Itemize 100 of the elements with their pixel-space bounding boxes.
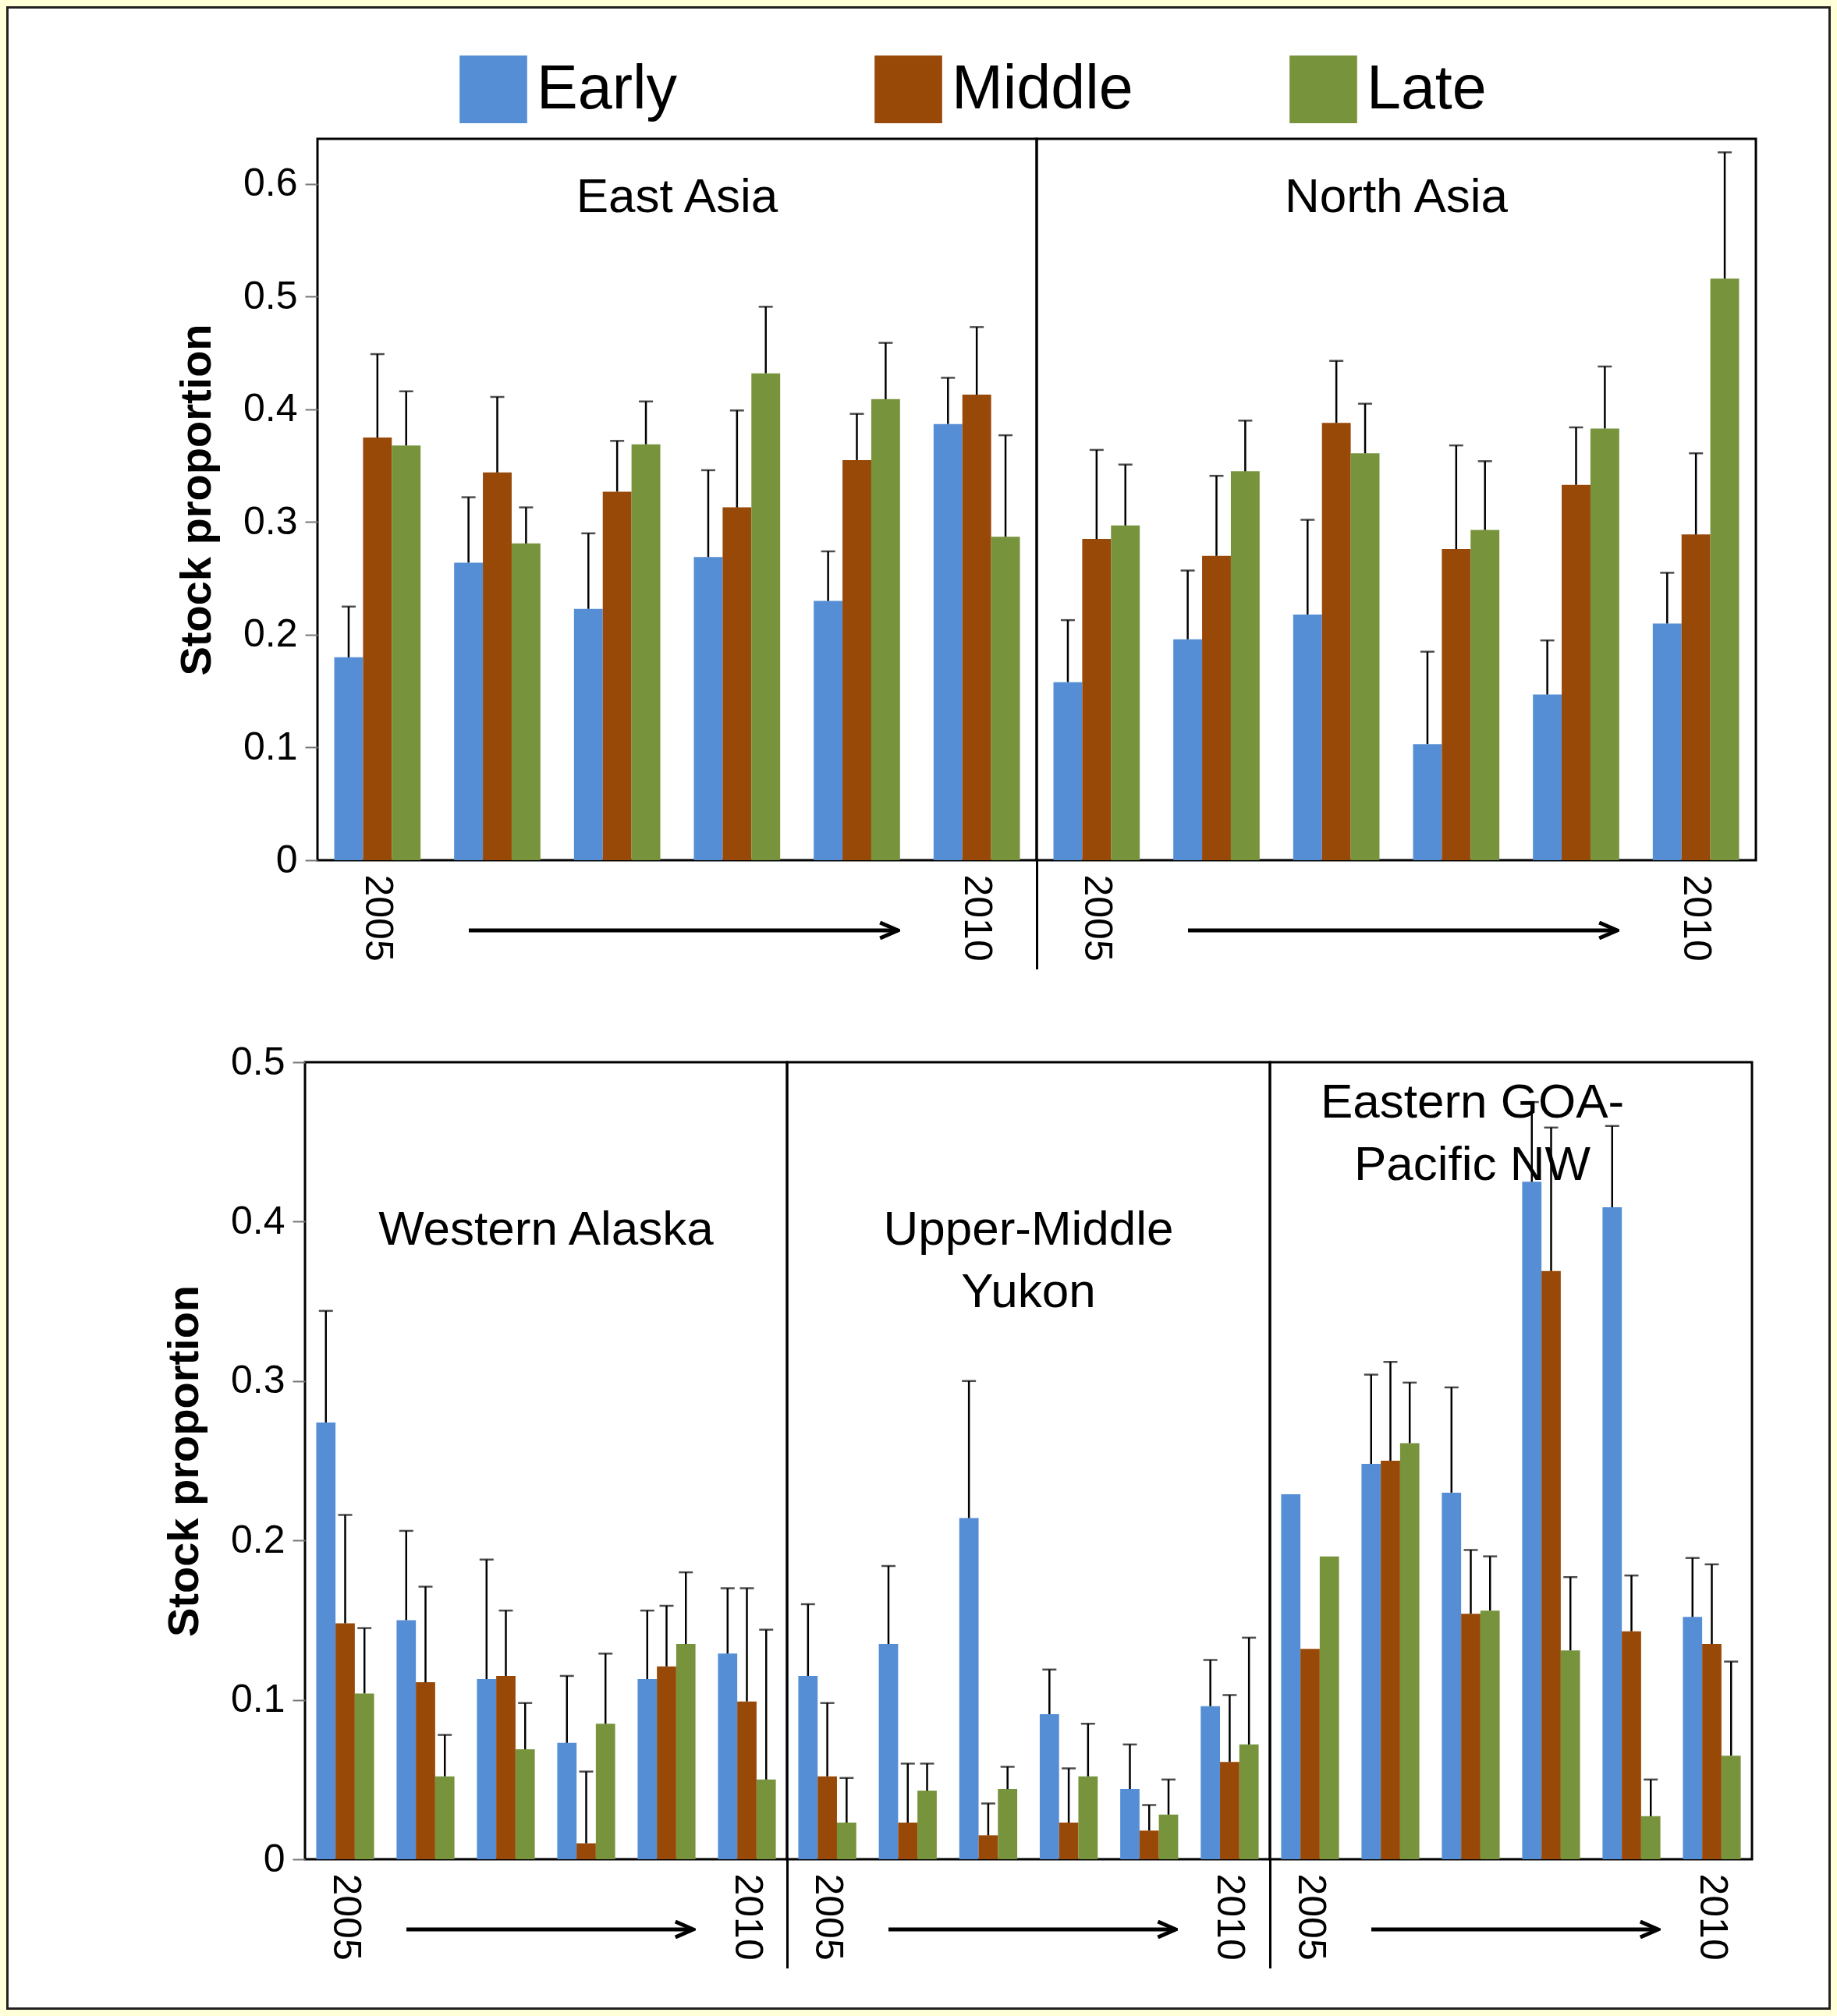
x-tick-label: 2010 <box>726 1873 771 1961</box>
bar <box>1652 623 1682 860</box>
bar <box>991 537 1020 860</box>
bar <box>842 459 871 860</box>
bar <box>363 438 392 860</box>
x-tick-label: 2005 <box>324 1873 369 1961</box>
bar <box>798 1675 818 1859</box>
bar <box>1683 1617 1703 1859</box>
bar <box>1350 453 1380 860</box>
y-tick-label: 0.4 <box>230 1198 285 1242</box>
bar <box>1173 639 1203 860</box>
y-tick-label: 0.3 <box>230 1358 285 1402</box>
x-tick-label: 2010 <box>956 874 1001 962</box>
bar <box>1281 1493 1301 1859</box>
y-tick-label: 0.1 <box>230 1677 285 1721</box>
bar <box>454 562 484 860</box>
bar <box>416 1682 435 1859</box>
bar <box>1158 1814 1179 1859</box>
bar <box>396 1620 417 1859</box>
bar <box>959 1518 979 1859</box>
bar <box>1470 530 1500 860</box>
bar <box>1702 1644 1722 1859</box>
bar <box>557 1742 577 1859</box>
bar <box>1200 1706 1221 1859</box>
bar <box>1681 534 1711 860</box>
bar <box>1560 1650 1580 1859</box>
bar <box>1480 1610 1500 1859</box>
bar <box>602 491 632 860</box>
bar <box>998 1789 1018 1859</box>
bar <box>1533 694 1562 860</box>
legend-label: Late <box>1367 51 1487 122</box>
y-tick-label: 0.2 <box>243 611 298 656</box>
bar <box>1710 278 1739 860</box>
bar <box>898 1822 918 1859</box>
bar <box>434 1776 455 1859</box>
bar <box>871 399 900 860</box>
bar <box>722 507 752 860</box>
bar <box>1442 549 1471 860</box>
bar <box>354 1693 374 1859</box>
x-tick-label: 2005 <box>807 1873 851 1961</box>
y-axis-title: Stock proportion <box>170 324 220 676</box>
bar <box>1078 1776 1098 1859</box>
bar <box>1059 1822 1079 1859</box>
x-tick-label: 2005 <box>356 874 401 962</box>
bar <box>1139 1830 1159 1859</box>
x-tick-label: 2005 <box>1076 874 1120 962</box>
bar <box>573 608 603 860</box>
bar <box>1321 423 1351 860</box>
bar <box>576 1843 596 1859</box>
y-tick-label: 0.4 <box>243 386 298 430</box>
text: East Asia <box>576 168 778 222</box>
bar <box>1111 525 1140 860</box>
bar <box>496 1675 516 1859</box>
bar <box>1522 1182 1542 1859</box>
y-tick-label: 0.2 <box>230 1517 285 1561</box>
bar <box>1461 1614 1481 1859</box>
bar <box>515 1748 535 1859</box>
bar <box>693 557 723 860</box>
bar <box>676 1644 696 1859</box>
bar <box>477 1679 497 1859</box>
bar <box>1230 471 1260 860</box>
bar <box>1239 1744 1259 1859</box>
bar <box>1039 1714 1059 1859</box>
bar <box>718 1653 738 1859</box>
y-tick-label: 0.3 <box>243 498 298 543</box>
bar <box>1381 1461 1400 1859</box>
bar <box>1202 555 1231 860</box>
y-tick-label: 0 <box>275 837 298 881</box>
bar <box>1220 1762 1239 1859</box>
bar <box>1562 484 1591 860</box>
bar <box>1082 539 1112 860</box>
bar <box>751 373 781 860</box>
bar <box>1640 1816 1661 1859</box>
x-tick-label: 2010 <box>1209 1873 1254 1961</box>
bar <box>637 1679 658 1859</box>
bar <box>631 444 661 860</box>
bar <box>1300 1649 1320 1859</box>
bar <box>933 423 963 860</box>
y-tick-label: 0 <box>263 1836 285 1880</box>
bar <box>737 1701 757 1859</box>
text: Western Alaska <box>378 1201 715 1255</box>
bar <box>1053 682 1083 860</box>
bar <box>817 1776 837 1859</box>
bar <box>1413 744 1442 860</box>
text: North Asia <box>1284 168 1509 222</box>
y-tick-label: 0.1 <box>243 724 298 768</box>
bar <box>1399 1443 1420 1859</box>
bar <box>978 1835 998 1859</box>
bar <box>334 657 363 860</box>
bar <box>1721 1756 1741 1859</box>
bar <box>917 1791 937 1859</box>
bar <box>335 1623 355 1859</box>
y-tick-label: 0.5 <box>243 273 298 317</box>
y-tick-label: 0.5 <box>230 1039 285 1083</box>
y-tick-label: 0.6 <box>243 161 298 205</box>
text: Upper-Middle Yukon <box>883 1201 1174 1317</box>
bar <box>836 1822 856 1859</box>
x-tick-label: 2005 <box>1289 1873 1334 1961</box>
bar <box>1293 614 1322 860</box>
legend-label: Early <box>537 51 678 122</box>
